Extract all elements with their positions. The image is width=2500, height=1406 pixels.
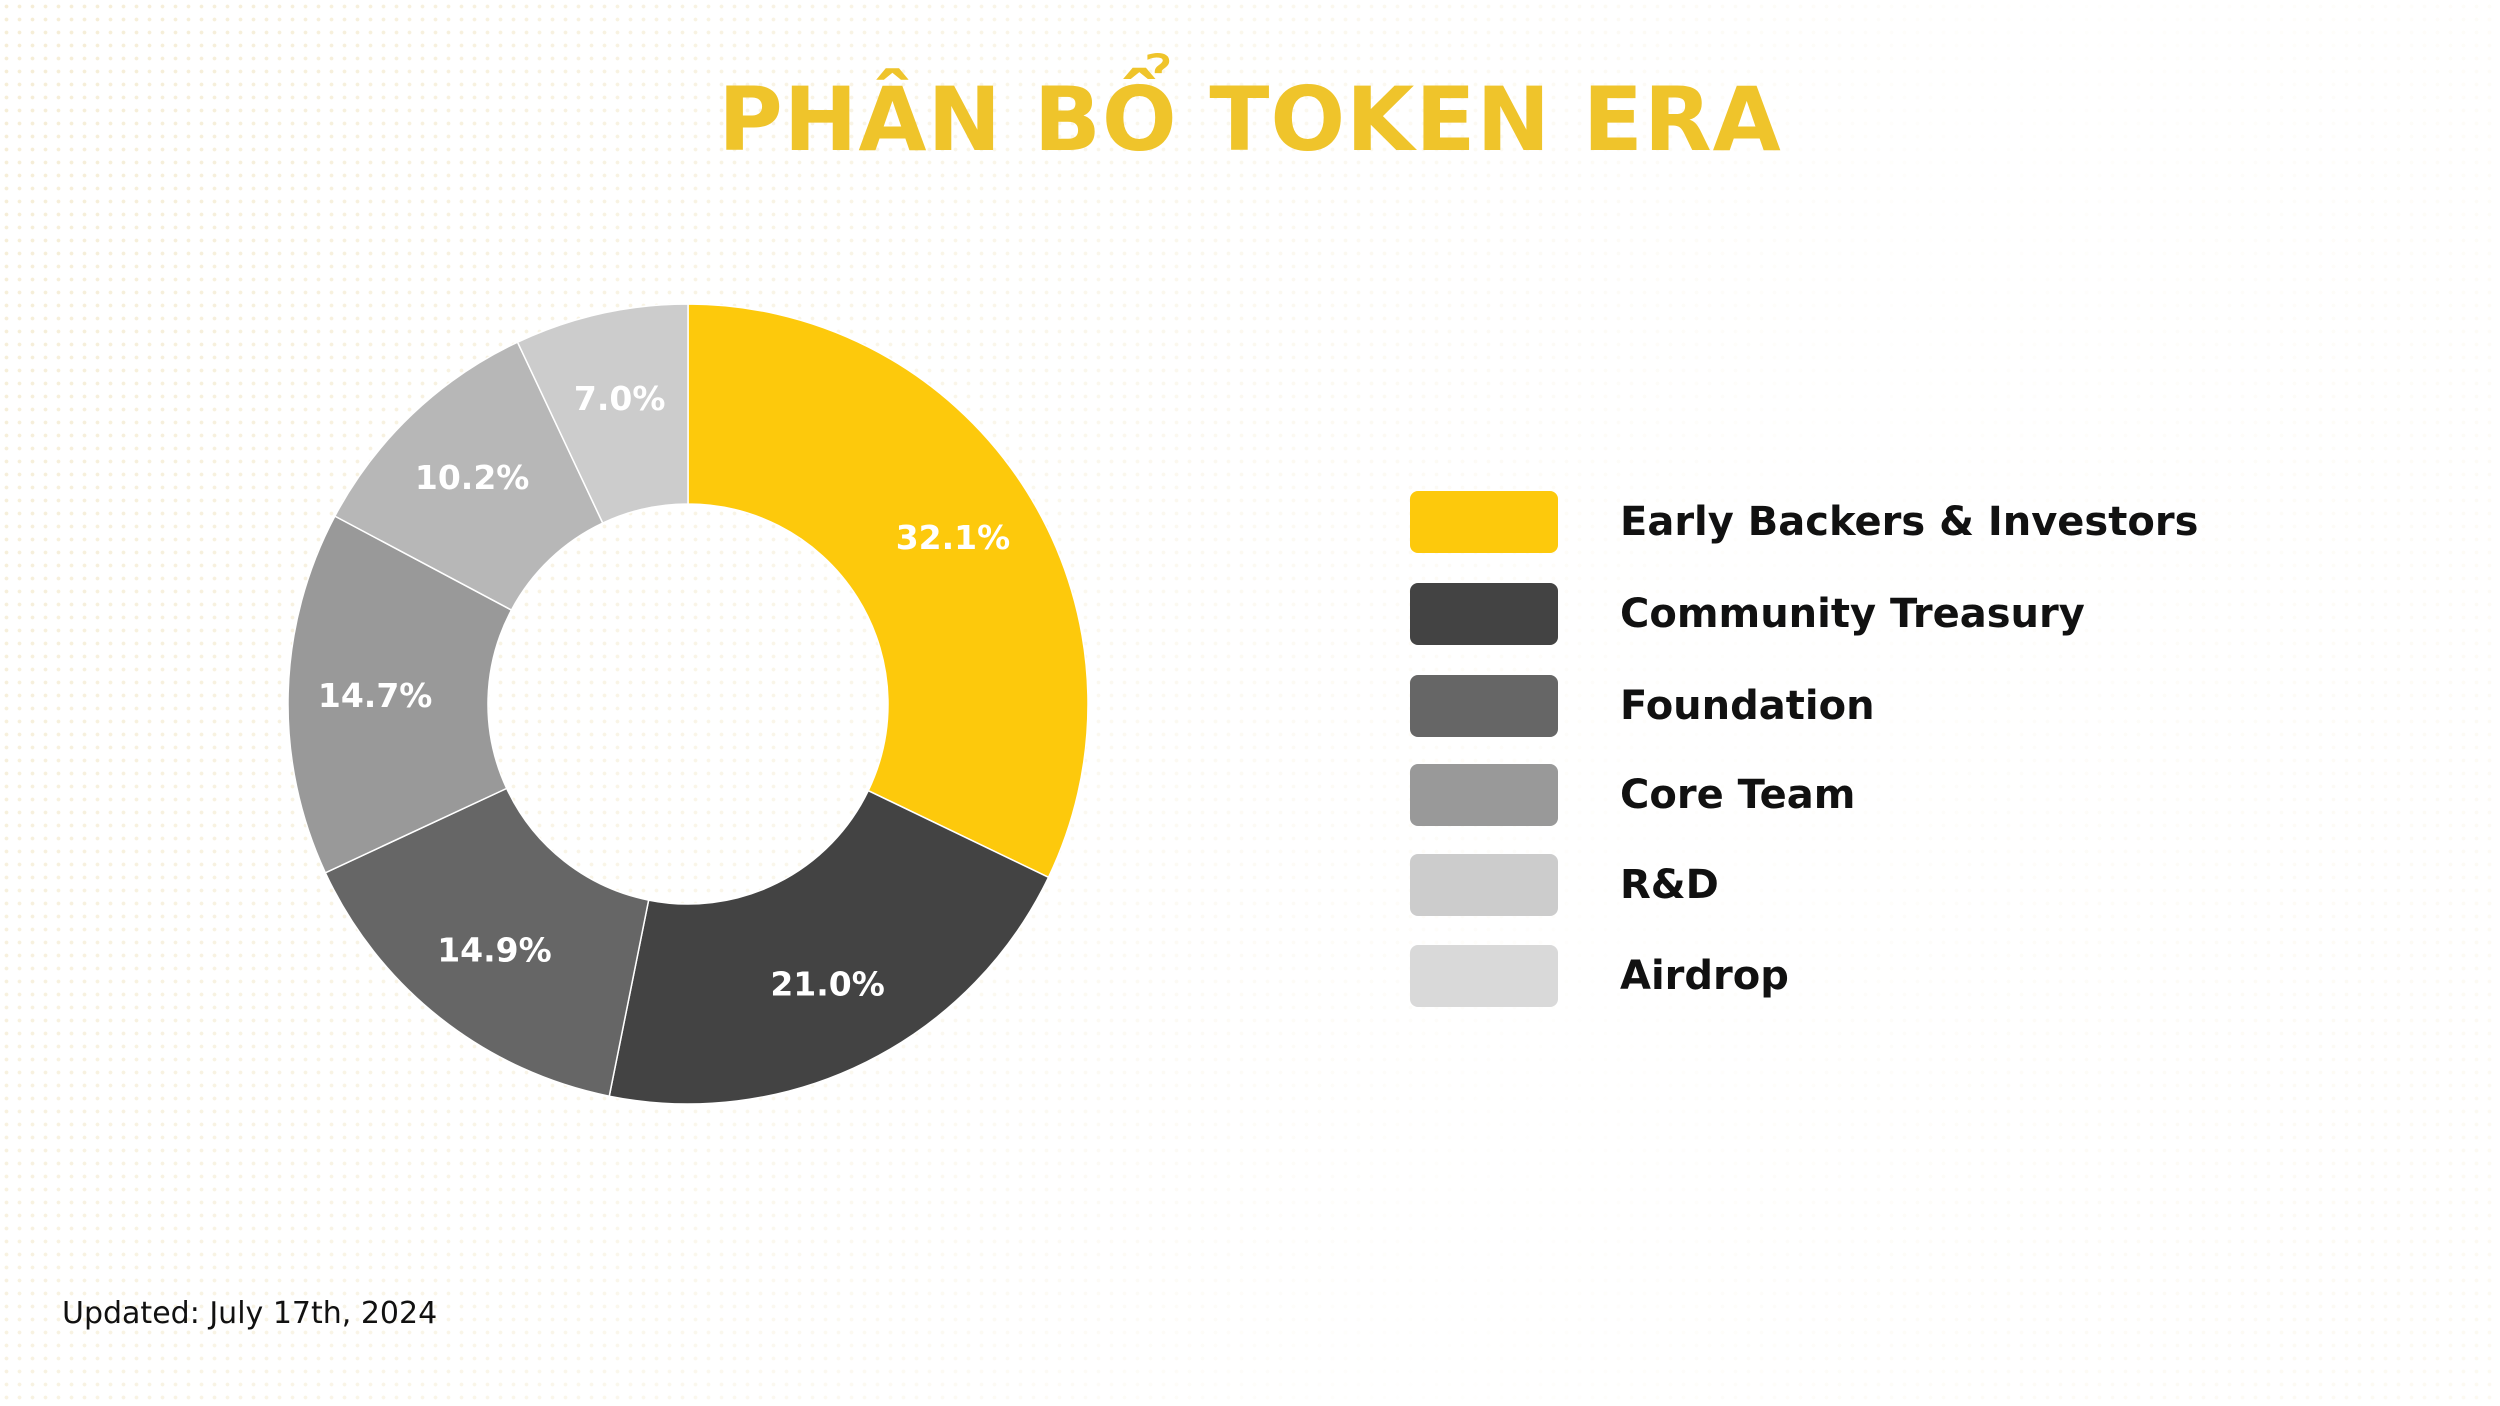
legend-item-airdrop: Airdrop (1410, 945, 2310, 1007)
legend-swatch (1410, 583, 1558, 645)
slice-label-5: 7.0% (574, 379, 666, 418)
legend-item-rd: R&D (1410, 854, 2310, 916)
donut-slice-4 (333, 341, 604, 612)
legend-item-early-backers: Early Backers & Investors (1410, 491, 2310, 553)
donut-slice-0 (687, 303, 1089, 879)
chart-title: PHÂN BỔ TOKEN ERA (718, 68, 1782, 171)
legend-label: Community Treasury (1620, 591, 2085, 637)
donut-slice-3 (287, 515, 513, 874)
legend-swatch (1410, 491, 1558, 553)
slice-label-3: 14.7% (318, 676, 433, 715)
donut-slice-2 (324, 787, 650, 1098)
donut-slice-5 (516, 303, 689, 525)
slice-label-4: 10.2% (415, 458, 530, 497)
donut-slice-1 (608, 789, 1050, 1105)
legend-item-core-team: Core Team (1410, 764, 2310, 826)
legend-label: Foundation (1620, 683, 1875, 729)
legend-swatch (1410, 945, 1558, 1007)
legend-label: Core Team (1620, 772, 1856, 818)
legend-item-foundation: Foundation (1410, 675, 2310, 737)
chart-legend: Early Backers & Investors Community Trea… (1410, 0, 2310, 1406)
donut-chart: 32.1% 21.0% 14.9% 14.7% 10.2% 7.0% (287, 303, 1089, 1105)
legend-label: Airdrop (1620, 953, 1789, 999)
legend-swatch (1410, 675, 1558, 737)
legend-item-community-treasury: Community Treasury (1410, 583, 2310, 645)
slice-label-0: 32.1% (896, 518, 1011, 557)
legend-label: Early Backers & Investors (1620, 499, 2199, 545)
legend-label: R&D (1620, 862, 1719, 908)
legend-swatch (1410, 764, 1558, 826)
slice-label-1: 21.0% (770, 965, 885, 1004)
updated-note: Updated: July 17th, 2024 (62, 1296, 438, 1331)
legend-swatch (1410, 854, 1558, 916)
slice-label-2: 14.9% (437, 930, 552, 969)
